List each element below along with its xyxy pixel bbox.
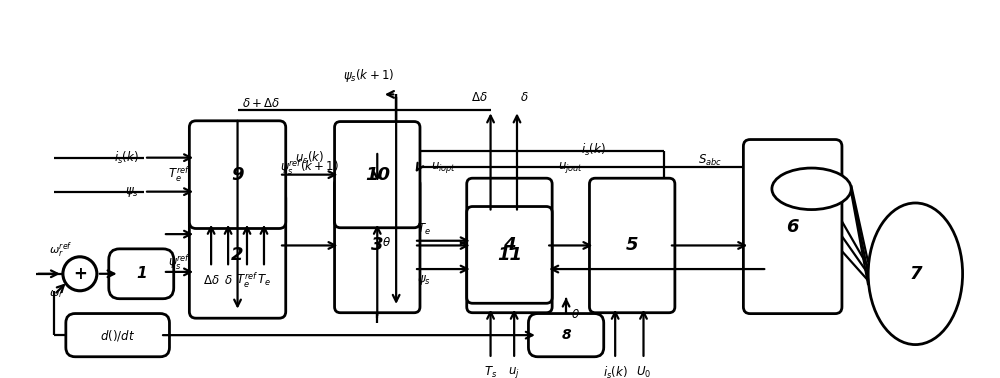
Ellipse shape	[772, 168, 851, 209]
Text: 1: 1	[136, 266, 147, 281]
Text: $u_{iopt}$: $u_{iopt}$	[431, 160, 456, 175]
FancyBboxPatch shape	[467, 178, 552, 313]
Text: $T_e$: $T_e$	[257, 273, 271, 288]
FancyBboxPatch shape	[66, 313, 169, 357]
Text: $\omega_r$: $\omega_r$	[49, 289, 64, 301]
FancyBboxPatch shape	[335, 178, 420, 313]
Text: $\omega_r^{ref}$: $\omega_r^{ref}$	[49, 240, 72, 260]
Text: 2: 2	[231, 246, 244, 264]
Text: 11: 11	[497, 246, 522, 264]
FancyBboxPatch shape	[189, 192, 286, 318]
FancyBboxPatch shape	[335, 122, 420, 228]
Text: $T_e^{ref}$: $T_e^{ref}$	[236, 271, 258, 290]
Text: $u_s(k)$: $u_s(k)$	[295, 150, 324, 166]
FancyBboxPatch shape	[743, 139, 842, 314]
Text: $\delta+\Delta\delta$: $\delta+\Delta\delta$	[242, 98, 281, 110]
Text: $d()/dt$: $d()/dt$	[100, 328, 135, 342]
Text: $T_s$: $T_s$	[484, 366, 497, 378]
Text: $u_j$: $u_j$	[508, 366, 520, 378]
Text: $\Delta\delta$: $\Delta\delta$	[471, 91, 488, 104]
Text: $\psi_s$: $\psi_s$	[417, 273, 431, 287]
Text: $\theta$: $\theta$	[382, 236, 391, 249]
Text: $\delta$: $\delta$	[520, 91, 528, 104]
Text: $\Delta\delta$: $\Delta\delta$	[203, 274, 219, 287]
Circle shape	[63, 257, 97, 291]
Ellipse shape	[868, 203, 963, 345]
Text: $\delta$: $\delta$	[224, 274, 232, 287]
Text: 7: 7	[909, 265, 922, 283]
Text: 3: 3	[371, 237, 384, 254]
Text: $S_{abc}$: $S_{abc}$	[698, 153, 722, 168]
Text: $\psi_s^{ref}(k+1)$: $\psi_s^{ref}(k+1)$	[280, 157, 339, 177]
Text: 6: 6	[786, 218, 799, 235]
FancyBboxPatch shape	[589, 178, 675, 313]
Text: $T_e$: $T_e$	[417, 222, 431, 237]
Text: $i_s(k)$: $i_s(k)$	[114, 150, 139, 166]
Text: $U_0$: $U_0$	[636, 366, 651, 378]
Text: $\psi_s^{ref}$: $\psi_s^{ref}$	[168, 253, 191, 272]
Text: $\psi_s$: $\psi_s$	[125, 184, 139, 199]
Text: $T_e^{ref}$: $T_e^{ref}$	[168, 165, 191, 184]
Text: $\theta$: $\theta$	[571, 308, 580, 321]
Text: $i_s(k)$: $i_s(k)$	[581, 142, 605, 158]
FancyBboxPatch shape	[109, 249, 174, 299]
Text: 5: 5	[626, 237, 638, 254]
FancyBboxPatch shape	[189, 121, 286, 229]
Text: 9: 9	[231, 166, 244, 184]
Text: $u_{jout}$: $u_{jout}$	[558, 160, 584, 175]
Text: 4: 4	[503, 237, 516, 254]
Text: 10: 10	[365, 166, 390, 184]
Text: +: +	[73, 265, 87, 283]
FancyBboxPatch shape	[528, 313, 604, 357]
Text: 8: 8	[561, 328, 571, 342]
Text: $i_s(k)$: $i_s(k)$	[603, 365, 628, 378]
FancyBboxPatch shape	[467, 206, 552, 303]
Text: $\psi_s(k+1)$: $\psi_s(k+1)$	[343, 67, 394, 84]
